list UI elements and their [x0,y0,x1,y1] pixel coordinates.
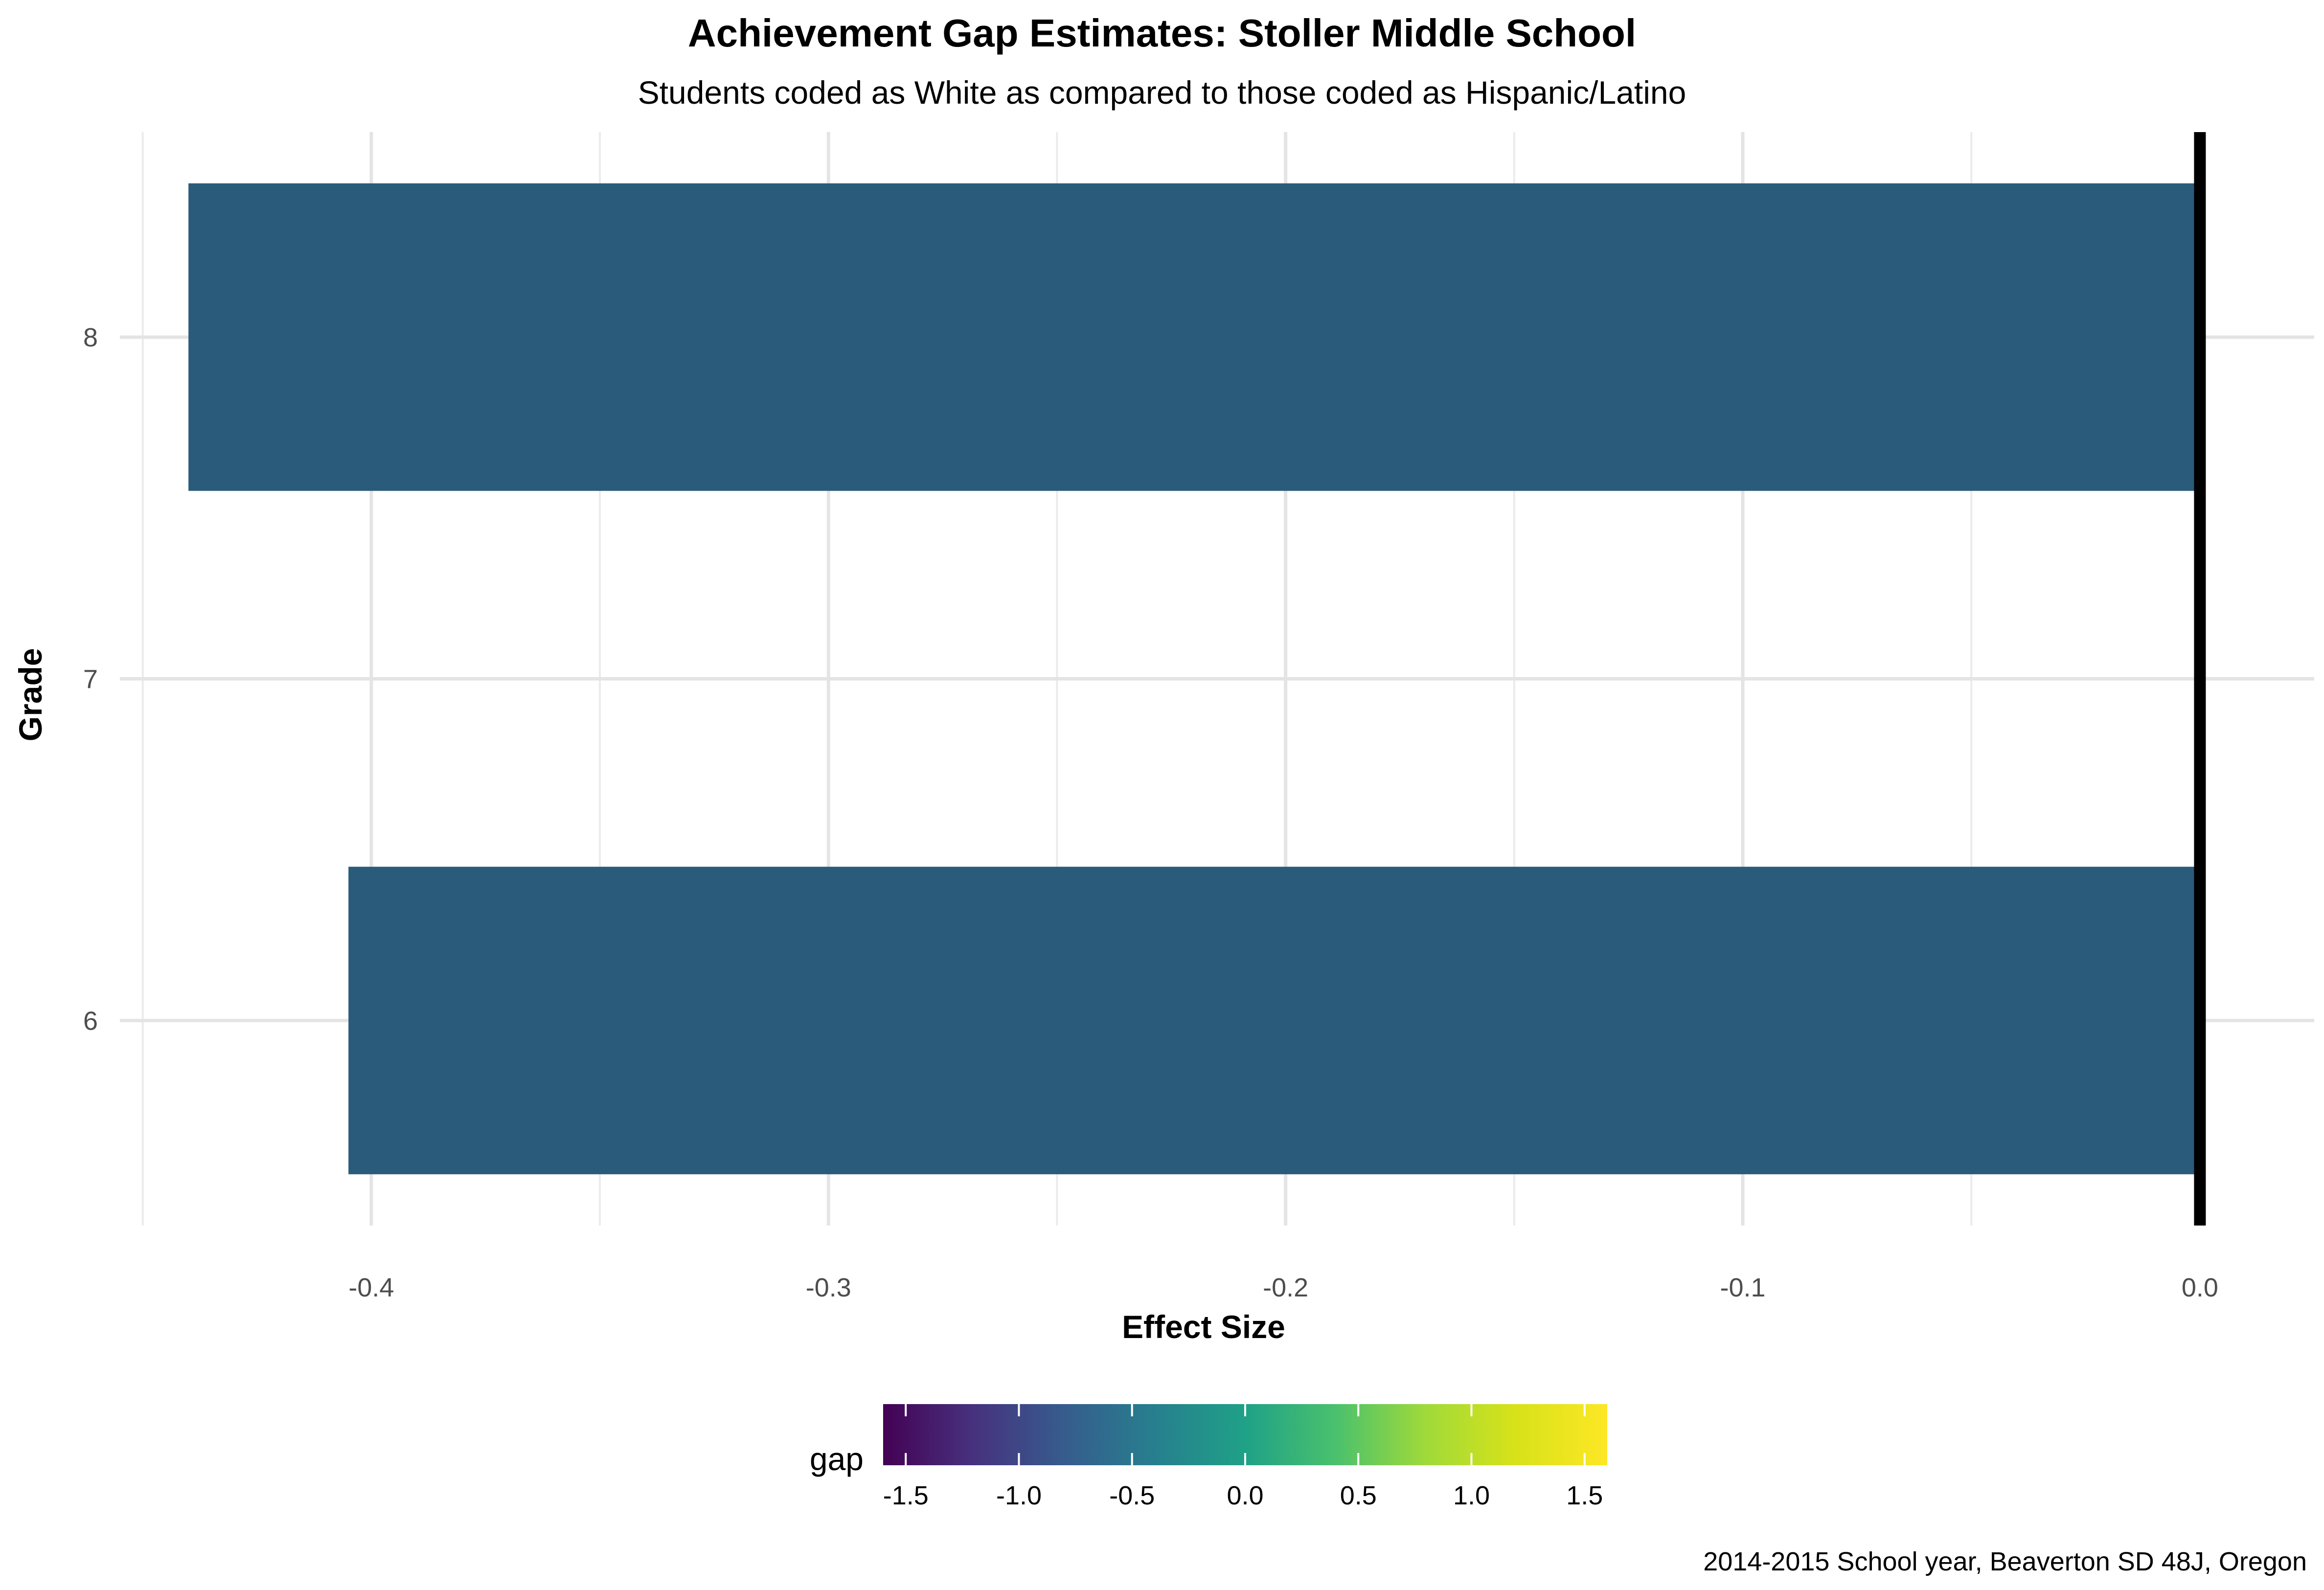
legend-tick-label: -1.5 [883,1481,929,1510]
legend-tick-label: -1.0 [996,1481,1042,1510]
y-tick-label: 7 [83,665,98,694]
legend-tick-label: 0.5 [1340,1481,1377,1510]
y-axis-title: Grade [12,648,48,742]
x-tick-label: -0.3 [806,1273,851,1302]
x-axis-title: Effect Size [1122,1309,1285,1345]
y-tick-labels: 6 7 8 [83,323,98,1036]
y-tick-label: 6 [83,1006,98,1036]
legend-tick-label: 0.0 [1227,1481,1263,1510]
legend-ticks: -1.5 -1.0 -0.5 0.0 0.5 1.0 1.5 [883,1404,1603,1510]
bars [188,183,2200,1175]
x-tick-labels: -0.4 -0.3 -0.2 -0.1 0.0 [348,1273,2218,1302]
colorbar-legend: gap -1.5 -1.0 -0.5 0.0 0.5 1.0 1.5 [810,1404,1607,1510]
x-tick-label: -0.4 [348,1273,394,1302]
x-tick-label: -0.2 [1263,1273,1308,1302]
chart-subtitle: Students coded as White as compared to t… [638,74,1686,111]
x-tick-label: -0.1 [1720,1273,1766,1302]
y-tick-label: 8 [83,323,98,352]
legend-tick-label: -0.5 [1109,1481,1155,1510]
legend-tick-label: 1.0 [1453,1481,1490,1510]
chart-title: Achievement Gap Estimates: Stoller Middl… [688,11,1636,55]
x-tick-label: 0.0 [2182,1273,2218,1302]
legend-tick-label: 1.5 [1566,1481,1603,1510]
bar-grade-6 [348,866,2200,1175]
bar-grade-8 [188,183,2200,491]
caption: 2014-2015 School year, Beaverton SD 48J,… [1703,1547,2307,1576]
legend-title: gap [810,1441,864,1477]
